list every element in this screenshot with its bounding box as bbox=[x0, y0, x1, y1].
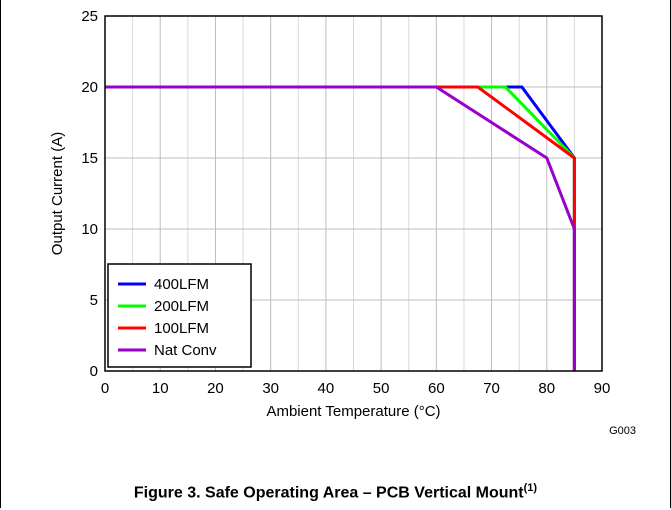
caption-footnote: (1) bbox=[523, 482, 538, 494]
y-tick-label-1: 5 bbox=[90, 292, 98, 309]
x-tick-label-0: 0 bbox=[101, 380, 109, 397]
y-axis-label: Output Current (A) bbox=[49, 132, 66, 255]
legend-label-0: 400LFM bbox=[154, 276, 209, 293]
y-tick-label-2: 10 bbox=[81, 221, 98, 238]
legend-label-3: Nat Conv bbox=[154, 342, 217, 359]
x-tick-label-3: 30 bbox=[262, 380, 279, 397]
y-tick-label-5: 25 bbox=[81, 8, 98, 25]
y-tick-labels: 0 5 10 15 20 25 bbox=[81, 8, 98, 380]
figure-caption: Figure 3. Safe Operating Area – PCB Vert… bbox=[0, 482, 671, 502]
x-tick-label-5: 50 bbox=[373, 380, 390, 397]
legend: 400LFM 200LFM 100LFM Nat Conv bbox=[107, 263, 252, 368]
legend-label-2: 100LFM bbox=[154, 320, 209, 337]
x-axis-label: Ambient Temperature (°C) bbox=[266, 403, 440, 420]
legend-label-1: 200LFM bbox=[154, 298, 209, 315]
plot-border bbox=[104, 15, 603, 372]
chart-svg: 0 10 20 30 40 50 60 70 80 90 0 5 10 15 20 25 Ambient T… bbox=[49, 8, 636, 437]
x-tick-label-4: 40 bbox=[318, 380, 335, 397]
series-lines bbox=[105, 85, 576, 371]
y-tick-label-0: 0 bbox=[90, 363, 98, 380]
caption-text: Figure 3. Safe Operating Area – PCB Vert… bbox=[133, 484, 524, 502]
x-tick-label-1: 10 bbox=[152, 380, 169, 397]
x-tick-label-9: 90 bbox=[594, 380, 611, 397]
y-tick-label-4: 20 bbox=[81, 79, 98, 96]
x-tick-labels: 0 10 20 30 40 50 60 70 80 90 bbox=[101, 380, 611, 397]
x-tick-label-6: 60 bbox=[428, 380, 445, 397]
x-tick-label-7: 70 bbox=[483, 380, 500, 397]
figure-id: G003 bbox=[609, 425, 636, 437]
y-tick-label-3: 15 bbox=[81, 150, 98, 167]
series-line-3 bbox=[105, 85, 576, 371]
x-tick-label-8: 80 bbox=[538, 380, 555, 397]
x-tick-label-2: 20 bbox=[207, 380, 224, 397]
